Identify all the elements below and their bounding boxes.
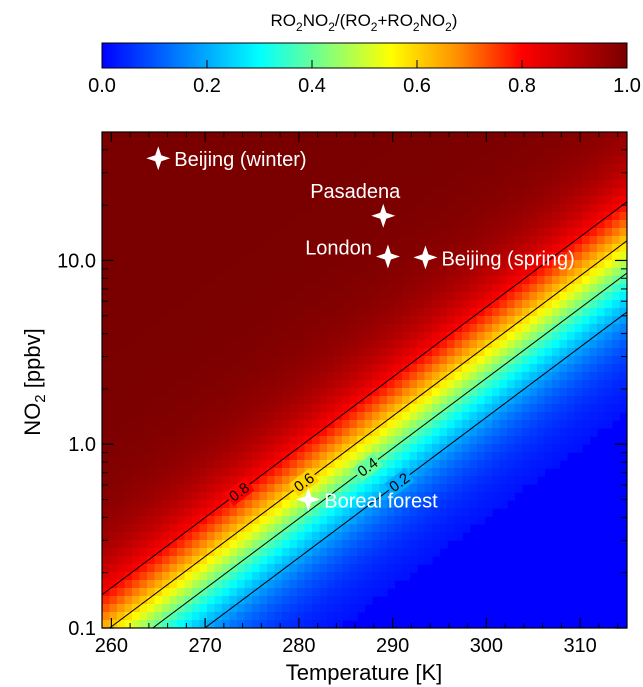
colorbar [101,42,628,69]
y-tick-label: 0.1 [68,618,96,640]
plot-frame [101,131,628,629]
star-marker [371,203,396,228]
colorbar-tick-label: 1.0 [613,75,641,97]
contour-lines: 0.20.20.40.40.60.60.80.8 [102,201,627,628]
contour-line [203,311,627,628]
star-marker [296,487,321,512]
heatmap-field [102,132,627,628]
y-tick-label: 1.0 [68,434,96,456]
site-label: Beijing (winter) [174,149,306,171]
colorbar-tick-label: 0.4 [298,75,326,97]
site-label: Boreal forest [324,491,438,513]
x-tick-label: 280 [282,635,315,657]
y-tick-label: 10.0 [57,250,96,272]
colorbar-tick-label: 0.2 [193,75,221,97]
site-markers: Beijing (winter)Pasadena London Beijing (s… [146,146,575,513]
star-marker [146,146,171,171]
x-tick-label: 260 [95,635,128,657]
contour-line [102,201,627,596]
x-tick-label: 270 [188,635,221,657]
axis-ticks: 260 270 280 290 300 310 0.1 1.0 10.0 [57,132,627,657]
star-marker [375,244,400,269]
contour-line [108,240,627,628]
x-axis-title: Temperature [K] [286,660,443,685]
colorbar-tick-label: 0.6 [403,75,431,97]
x-tick-label: 300 [470,635,503,657]
star-marker [413,245,438,270]
colorbar-ticks: 0.0 0.2 0.4 0.6 0.8 1.0 [88,60,641,97]
colorbar-tick-label: 0.0 [88,75,116,97]
site-label: London [305,238,372,260]
site-label: Beijing (spring) [441,248,574,270]
site-label: Pasadena [310,181,401,203]
x-tick-label: 290 [376,635,409,657]
colorbar-tick-label: 0.8 [508,75,536,97]
x-tick-label: 310 [563,635,596,657]
y-axis-title: NO2 [ppbv] [20,328,49,435]
colorbar-title: RO2NO2/(RO2+RO2NO2) [271,11,458,34]
contour-line [151,272,627,628]
